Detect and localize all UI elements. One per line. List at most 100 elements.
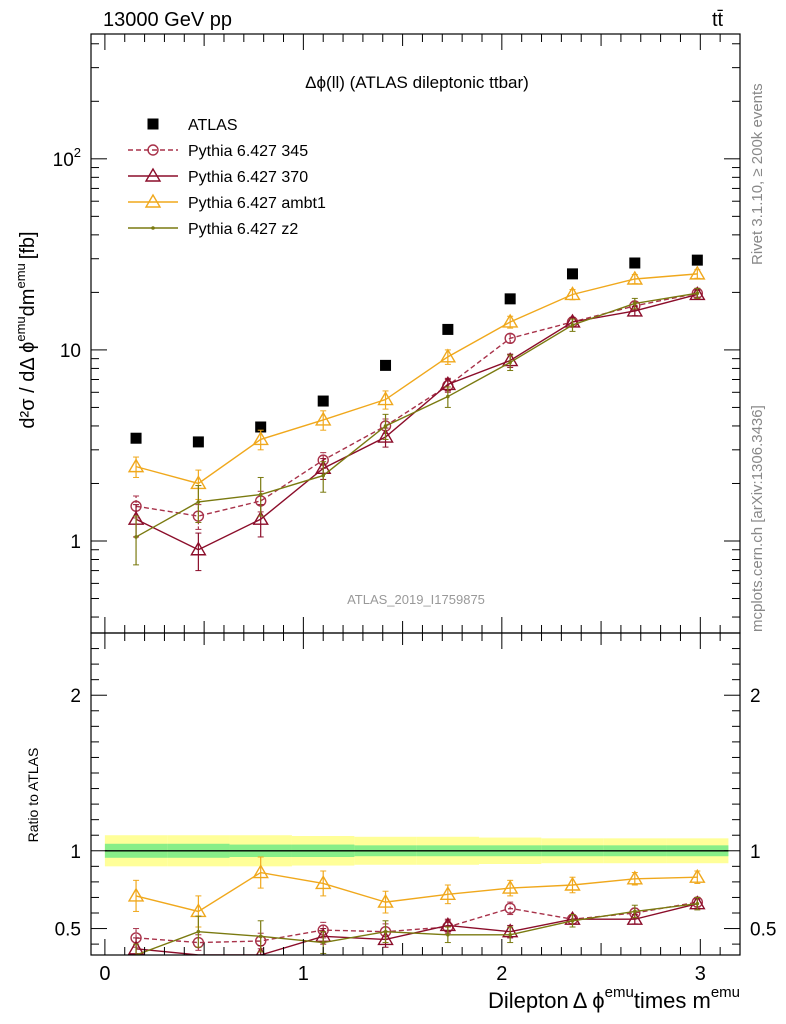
data-point-ambt1 [314,875,332,890]
ylabel-sup: emu [13,316,28,341]
data-point-z2 [446,932,450,937]
series-line-ambt1 [135,273,698,485]
series-p345 [130,896,704,951]
data-point-atlas [255,421,267,433]
legend-marker-p370 [144,167,162,182]
data-point-p370 [252,510,269,525]
x-tick-label: 3 [695,963,706,985]
data-point-z2 [446,394,450,399]
legend-label-z2: Pythia 6.427 z2 [188,221,298,238]
data-point-z2 [321,940,326,945]
data-point-p370 [377,428,394,443]
ratio-y-tick-label: 1 [70,842,81,863]
data-point-z2 [570,323,575,327]
data-point-ambt1 [626,270,644,285]
legend-entry-p345: Pythia 6.427 345 [128,143,308,160]
data-point-p370 [626,302,644,317]
data-point-z2 [695,291,700,296]
xlabel-phi: Δ ϕ [573,988,605,1013]
data-point-atlas [317,395,329,407]
data-point-p345 [504,332,516,345]
data-point-z2 [508,360,512,365]
ratio-y-tick-label-right: 1 [750,842,761,863]
x-tick-label: 0 [99,963,110,985]
data-point-p370 [377,931,394,946]
data-point-z2 [695,901,700,906]
ylabel-tail: dm [17,289,39,317]
legend-marker-ambt1 [144,193,162,208]
data-point-ambt1 [564,876,581,891]
data-point-ambt1 [314,411,332,426]
x-tick-label: 2 [496,963,507,985]
legend-label-atlas: ATLAS [188,117,238,134]
data-point-p345 [504,902,516,915]
data-point-ambt1 [127,458,145,473]
legend-entry-z2: Pythia 6.427 z2 [128,221,298,238]
legend-marker-z2 [151,226,155,230]
data-point-z2 [633,909,637,914]
xlabel-sup1: emu [605,984,634,1001]
data-point-atlas [192,436,204,448]
ratio-frame [90,632,741,956]
main-y-axis-label: d²σ / dΔ ϕemudmemu[fb] [13,231,39,428]
data-point-z2 [508,932,512,937]
data-point-ambt1 [377,893,394,908]
legend-entry-ambt1: Pythia 6.427 ambt1 [128,193,326,212]
series-z2 [133,896,701,955]
data-point-ambt1 [127,887,145,902]
data-point-z2 [383,929,388,934]
xlabel-mid: times m [634,988,711,1013]
data-point-z2 [196,500,201,504]
legend-marker-p345 [147,144,159,156]
data-point-ambt1 [689,868,706,883]
series-atlas [130,254,703,448]
legend-entry-p370: Pythia 6.427 370 [128,167,308,186]
data-point-p370 [255,946,266,955]
data-point-z2 [258,492,263,497]
series-line-z2 [135,292,698,538]
data-point-atlas [691,254,703,266]
legend-label-p370: Pythia 6.427 370 [188,169,308,186]
series-line-ambt1 [135,871,698,913]
series-line-p370 [135,902,698,955]
series-p370 [127,286,706,572]
mcplots-label: mcplots.cern.ch [arXiv:1306.3436] [749,405,766,632]
xlabel-main: Dilepton [488,988,569,1013]
ylabel-sup2: emu [13,263,28,288]
y-tick-label: 102 [53,145,81,171]
data-point-ambt1 [439,885,457,901]
data-point-ambt1 [377,391,394,406]
data-point-atlas [130,432,142,444]
main-title: Δϕ(ll) (ATLAS dileptonic ttbar) [305,73,529,92]
data-point-z2 [570,918,575,923]
legend-label-ambt1: Pythia 6.427 ambt1 [188,195,326,212]
ratio-y-axis-label: Ratio to ATLAS [25,748,41,843]
energy-label: 13000 GeV pp [103,9,232,31]
data-point-ambt1 [626,870,644,885]
ratio-panel: 0.5 0.5 1 1 2 2 0 1 2 3 Ratio to ATLAS Dilepton Δ … [25,632,776,1013]
y-tick-label: 1 [70,532,81,553]
ylabel-unit: [fb] [17,231,39,259]
data-point-z2 [258,934,263,939]
analysis-label: ATLAS_2019_I1759875 [347,592,485,607]
main-panel: 1 10 102 Δϕ(ll) (ATLAS dileptonic ttbar) A… [13,33,741,634]
series-p345 [130,287,704,530]
series-line-p345 [135,292,698,517]
series-line-p345 [136,901,698,944]
data-point-p370 [190,541,207,556]
ratio-y-tick-label-right: 2 [750,686,761,707]
legend-marker-atlas [147,118,159,130]
series-line-z2 [135,902,698,955]
data-point-z2 [633,301,637,306]
series-line-p370 [135,293,698,551]
legend-label-p345: Pythia 6.427 345 [188,143,308,160]
data-point-atlas [566,268,578,280]
data-point-ambt1 [439,348,457,363]
series-p370 [127,895,706,955]
series-ambt1 [127,856,706,928]
process-label: tt̄ [712,9,724,31]
ylabel-main: d²σ / dΔ ϕ [17,342,39,429]
series-z2 [133,287,701,566]
ratio-y-tick-label-right: 0.5 [750,920,776,941]
